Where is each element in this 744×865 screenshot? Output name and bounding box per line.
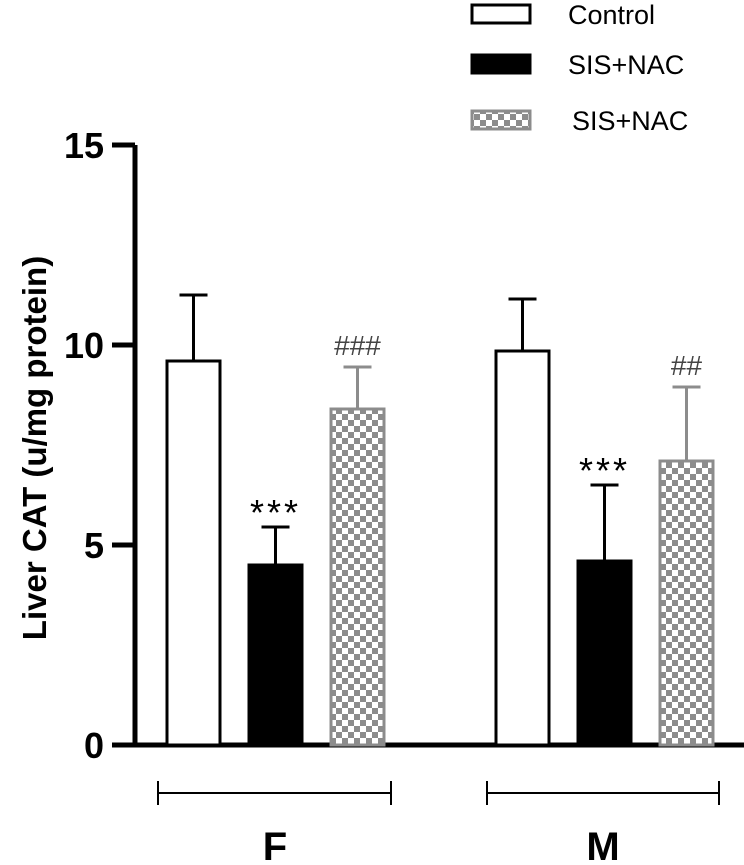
legend-label-control: Control: [568, 0, 655, 30]
bars: ******#####: [165, 293, 715, 747]
significance-label-f-s1: ***: [250, 492, 301, 533]
bar-f-s2: [329, 407, 386, 747]
y-tick-label: 15: [64, 125, 104, 166]
legend: Control SIS+NAC SIS+NAC: [470, 0, 688, 136]
significance-label-m-s1: ***: [579, 450, 630, 491]
bar-f-s0: [165, 359, 222, 747]
y-axis-title: Liver CAT (u/mg protein): [16, 256, 53, 640]
y-axis: 0 5 10 15: [64, 125, 138, 766]
y-tick-label: 0: [84, 725, 104, 766]
bar-f-s1: [247, 563, 304, 747]
y-tick-label: 10: [64, 325, 104, 366]
legend-swatch-sis-nac: [470, 53, 532, 75]
group-label-f: F: [263, 825, 287, 865]
bar-m-s1: [576, 559, 633, 747]
bar-m-s2: [658, 459, 715, 747]
legend-label-sis-nac-patterned: SIS+NAC: [572, 106, 688, 136]
legend-swatch-sis-nac-patterned: [470, 109, 532, 131]
group-label-m: M: [586, 825, 619, 865]
y-tick-label: 5: [84, 525, 104, 566]
group-bracket-m: M: [486, 781, 720, 865]
significance-label-m-s2: ##: [671, 350, 703, 381]
legend-label-sis-nac: SIS+NAC: [568, 50, 684, 80]
group-bracket-f: F: [157, 781, 392, 865]
bar-m-s0: [494, 349, 551, 747]
y-ticks: 0 5 10 15: [64, 125, 135, 766]
significance-label-f-s2: ###: [334, 330, 381, 361]
legend-swatch-control: [470, 3, 532, 25]
